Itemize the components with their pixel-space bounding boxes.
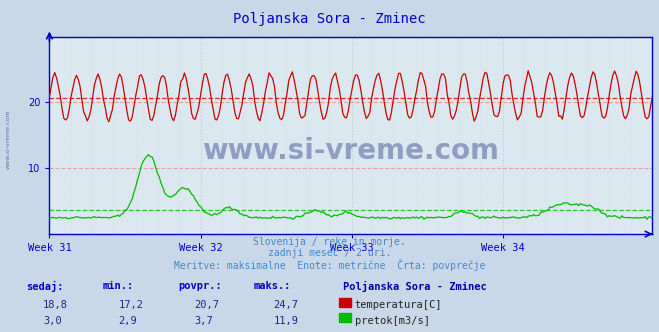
- Text: 3,0: 3,0: [43, 316, 61, 326]
- Text: 17,2: 17,2: [119, 300, 144, 310]
- Text: 18,8: 18,8: [43, 300, 68, 310]
- Text: 2,9: 2,9: [119, 316, 137, 326]
- Text: www.si-vreme.com: www.si-vreme.com: [6, 110, 11, 169]
- Text: 11,9: 11,9: [273, 316, 299, 326]
- Text: zadnji mesec / 2 uri.: zadnji mesec / 2 uri.: [268, 248, 391, 258]
- Text: 24,7: 24,7: [273, 300, 299, 310]
- Text: www.si-vreme.com: www.si-vreme.com: [202, 137, 500, 165]
- Text: min.:: min.:: [102, 281, 133, 290]
- Text: 3,7: 3,7: [194, 316, 213, 326]
- Text: Poljanska Sora - Zminec: Poljanska Sora - Zminec: [233, 12, 426, 26]
- Text: Slovenija / reke in morje.: Slovenija / reke in morje.: [253, 237, 406, 247]
- Text: Poljanska Sora - Zminec: Poljanska Sora - Zminec: [343, 281, 486, 291]
- Text: Meritve: maksimalne  Enote: metrične  Črta: povprečje: Meritve: maksimalne Enote: metrične Črta…: [174, 259, 485, 271]
- Text: pretok[m3/s]: pretok[m3/s]: [355, 316, 430, 326]
- Text: povpr.:: povpr.:: [178, 281, 221, 290]
- Text: 20,7: 20,7: [194, 300, 219, 310]
- Text: sedaj:: sedaj:: [26, 281, 64, 291]
- Text: maks.:: maks.:: [254, 281, 291, 290]
- Text: temperatura[C]: temperatura[C]: [355, 300, 442, 310]
